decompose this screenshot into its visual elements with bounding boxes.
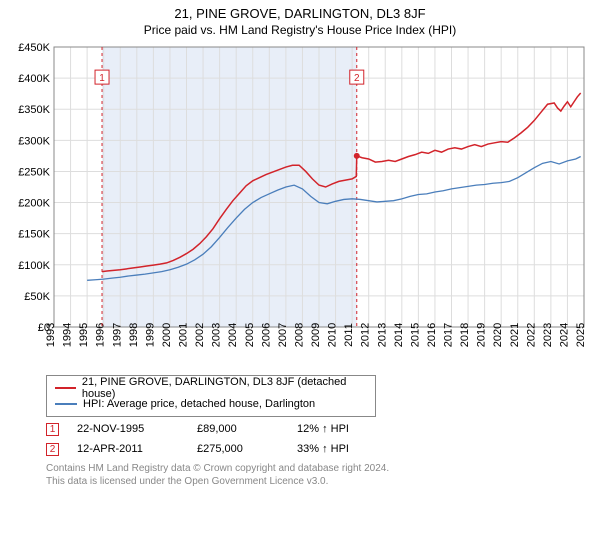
svg-text:2014: 2014 (393, 323, 405, 347)
svg-text:2006: 2006 (260, 323, 272, 347)
svg-text:1: 1 (99, 73, 105, 84)
svg-text:£350K: £350K (18, 104, 50, 116)
svg-text:2023: 2023 (542, 323, 554, 347)
svg-text:£450K: £450K (18, 42, 50, 54)
svg-text:2019: 2019 (476, 323, 488, 347)
svg-text:2008: 2008 (293, 323, 305, 347)
svg-text:£150K: £150K (18, 229, 50, 241)
hpi-chart: £0£50K£100K£150K£200K£250K£300K£350K£400… (8, 41, 592, 371)
svg-text:1997: 1997 (111, 323, 123, 347)
svg-text:1995: 1995 (78, 323, 90, 347)
page-subtitle: Price paid vs. HM Land Registry's House … (0, 23, 600, 37)
svg-text:1993: 1993 (45, 323, 57, 347)
footer-line-2: This data is licensed under the Open Gov… (46, 476, 588, 489)
svg-text:2010: 2010 (327, 323, 339, 347)
legend-swatch (55, 387, 76, 389)
svg-text:2012: 2012 (360, 323, 372, 347)
svg-text:2004: 2004 (227, 323, 239, 347)
svg-text:2025: 2025 (575, 323, 587, 347)
sale-events: 1 22-NOV-1995£89,00012% ↑ HPI 2 12-APR-2011… (46, 419, 588, 459)
legend-swatch (55, 403, 77, 405)
svg-text:2016: 2016 (426, 323, 438, 347)
svg-text:2001: 2001 (178, 323, 190, 347)
svg-text:2013: 2013 (376, 323, 388, 347)
footer-line-1: Contains HM Land Registry data © Crown c… (46, 463, 588, 476)
event-date: 22-NOV-1995 (77, 423, 197, 435)
svg-text:1994: 1994 (62, 323, 74, 347)
event-row: 1 22-NOV-1995£89,00012% ↑ HPI (46, 419, 588, 439)
footer-attribution: Contains HM Land Registry data © Crown c… (46, 463, 588, 488)
event-price: £89,000 (197, 423, 297, 435)
page-title: 21, PINE GROVE, DARLINGTON, DL3 8JF (0, 6, 600, 21)
legend-label: 21, PINE GROVE, DARLINGTON, DL3 8JF (det… (82, 376, 367, 400)
svg-text:2007: 2007 (277, 323, 289, 347)
event-price: £275,000 (197, 443, 297, 455)
event-row: 2 12-APR-2011£275,00033% ↑ HPI (46, 439, 588, 459)
event-marker: 1 (46, 423, 59, 436)
svg-text:2: 2 (354, 73, 360, 84)
svg-text:1996: 1996 (95, 323, 107, 347)
chart-container: £0£50K£100K£150K£200K£250K£300K£350K£400… (8, 41, 592, 371)
svg-text:2021: 2021 (509, 323, 521, 347)
svg-text:2002: 2002 (194, 323, 206, 347)
legend: 21, PINE GROVE, DARLINGTON, DL3 8JF (det… (46, 375, 376, 417)
svg-text:1999: 1999 (144, 323, 156, 347)
svg-text:2015: 2015 (409, 323, 421, 347)
svg-text:£200K: £200K (18, 198, 50, 210)
svg-text:2000: 2000 (161, 323, 173, 347)
svg-text:2009: 2009 (310, 323, 322, 347)
svg-text:1998: 1998 (128, 323, 140, 347)
event-hpi-delta: 33% ↑ HPI (297, 443, 349, 455)
svg-text:£50K: £50K (24, 291, 50, 303)
legend-row: 21, PINE GROVE, DARLINGTON, DL3 8JF (det… (55, 380, 367, 396)
svg-text:£100K: £100K (18, 260, 50, 272)
event-date: 12-APR-2011 (77, 443, 197, 455)
svg-text:£300K: £300K (18, 135, 50, 147)
svg-text:2020: 2020 (492, 323, 504, 347)
event-marker: 2 (46, 443, 59, 456)
svg-text:2022: 2022 (525, 323, 537, 347)
svg-text:2024: 2024 (558, 323, 570, 347)
event-hpi-delta: 12% ↑ HPI (297, 423, 349, 435)
svg-text:2005: 2005 (244, 323, 256, 347)
svg-text:£400K: £400K (18, 73, 50, 85)
svg-text:2017: 2017 (443, 323, 455, 347)
legend-label: HPI: Average price, detached house, Darl… (83, 398, 315, 410)
svg-text:£250K: £250K (18, 166, 50, 178)
svg-text:2003: 2003 (211, 323, 223, 347)
svg-text:2018: 2018 (459, 323, 471, 347)
svg-text:2011: 2011 (343, 323, 355, 347)
